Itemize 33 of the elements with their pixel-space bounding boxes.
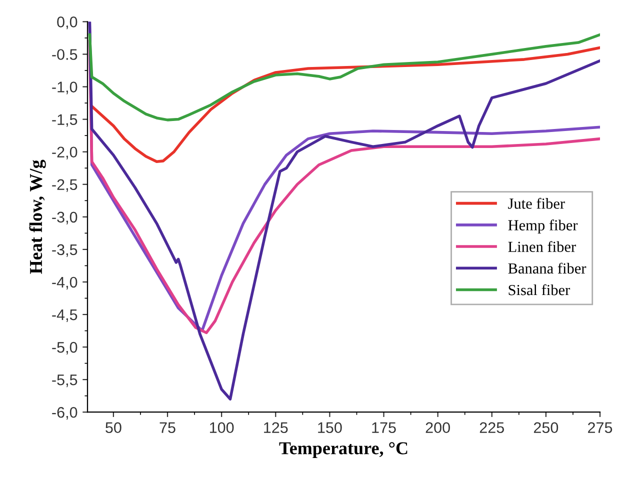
y-tick-label: -3,0 [52, 212, 78, 224]
y-tick-label: -5,5 [52, 374, 78, 388]
y-tick-label: -2,0 [52, 146, 78, 160]
x-tick-label: 50 [106, 422, 122, 434]
x-axis-title: Temperature, °C [279, 442, 408, 458]
y-tick-label: -5,0 [52, 342, 78, 355]
y-tick-label: -4,5 [52, 310, 78, 322]
y-tick-label: -0.5 [52, 49, 78, 60]
y-tick-label: 0,0 [57, 16, 78, 30]
legend-label: Banana fiber [508, 262, 586, 274]
y-axis-title: Heat flow, W/g [29, 160, 46, 274]
x-tick-label: 250 [534, 422, 558, 434]
legend-label: Jute fiber [508, 198, 565, 209]
line-series [88, 33, 600, 122]
x-tick-label: 75 [160, 422, 176, 434]
y-tick-label: -1,5 [52, 114, 78, 127]
line-series [88, 22, 600, 400]
y-tick-label: -4,0 [52, 276, 78, 290]
y-tick-label: -6,0 [52, 406, 78, 420]
x-tick-label: 200 [426, 422, 450, 434]
legend-label: Sisal fiber [508, 284, 570, 296]
line-series [90, 46, 600, 163]
legend-label: Hemp fiber [508, 220, 578, 234]
x-tick-label: 275 [588, 422, 612, 434]
x-tick-label: 125 [264, 422, 288, 434]
legend-label: Linen fiber [508, 241, 576, 252]
x-tick-label: 225 [480, 422, 504, 434]
x-tick-label: 150 [318, 422, 342, 434]
y-tick-label: -2,5 [52, 179, 78, 192]
x-tick-label: 175 [372, 422, 396, 434]
y-tick-label: -3,5 [52, 244, 78, 257]
y-tick-label: -1,0 [52, 82, 78, 94]
x-tick-label: 100 [210, 422, 234, 434]
